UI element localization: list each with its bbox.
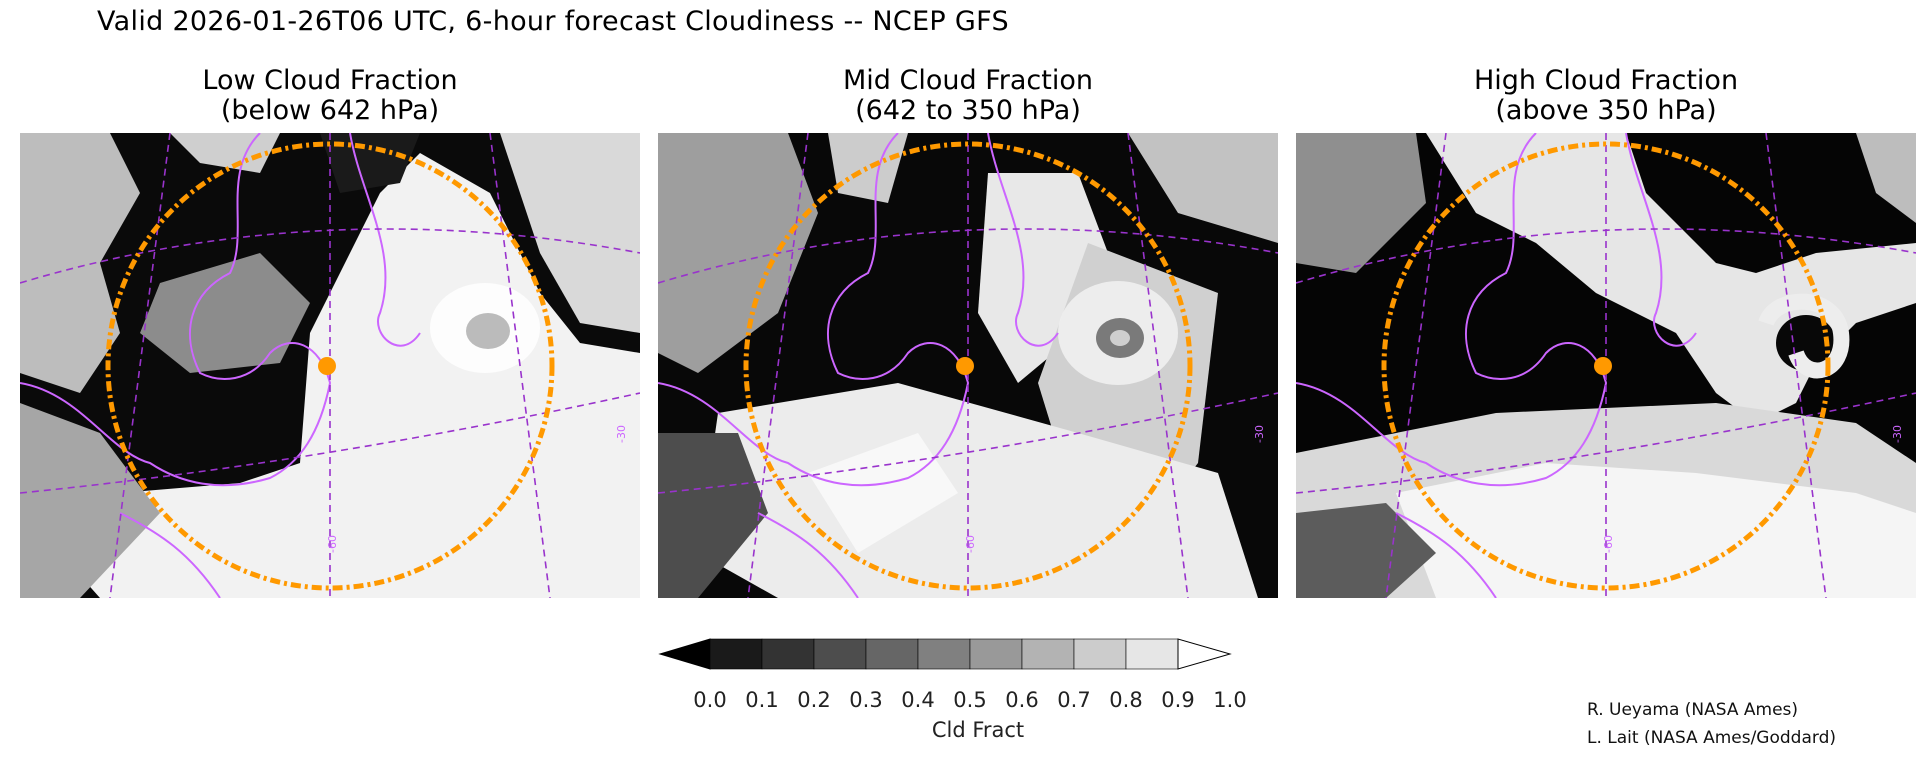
- cloud-map-high: -60 -30: [1296, 133, 1916, 598]
- grid-label: -30: [1891, 425, 1904, 443]
- colorbar-tick-label: 0.7: [1057, 688, 1091, 712]
- map-panel-high-cloud: -60 -30: [1296, 133, 1916, 598]
- grid-label: -60: [326, 535, 339, 553]
- panel-title-line2: (642 to 350 hPa): [855, 95, 1081, 126]
- cloud-map-low: -60 -30: [20, 133, 640, 598]
- map-panel-low-cloud: -60 -30: [20, 133, 640, 598]
- colorbar-arrow-high: [1177, 638, 1232, 670]
- site-marker: [318, 357, 336, 375]
- panel-title-line2: (below 642 hPa): [220, 95, 440, 126]
- colorbar-swatch: [969, 638, 1023, 670]
- colorbar-swatch: [1125, 638, 1179, 670]
- colorbar-tick-label: 0.2: [797, 688, 831, 712]
- grid-label: -30: [615, 425, 628, 443]
- colorbar-swatch: [813, 638, 867, 670]
- colorbar-swatch: [1021, 638, 1075, 670]
- colorbar-swatch: [709, 638, 763, 670]
- colorbar-unit-label: Cld Fract: [931, 718, 1025, 742]
- grid-label: -60: [964, 535, 977, 553]
- panel-title-line1: Low Cloud Fraction: [202, 65, 458, 96]
- panel-title-mid: Mid Cloud Fraction (642 to 350 hPa): [658, 66, 1278, 126]
- panel-title-low: Low Cloud Fraction (below 642 hPa): [20, 66, 640, 126]
- cloud-map-mid: -60 -30: [658, 133, 1278, 598]
- grid-label: -60: [1602, 535, 1615, 553]
- range-ring: [743, 141, 1193, 591]
- colorbar-tick-label: 0.4: [901, 688, 935, 712]
- colorbar-swatch: [1073, 638, 1127, 670]
- site-marker: [1594, 357, 1612, 375]
- colorbar-tick-label: 1.0: [1213, 688, 1247, 712]
- colorbar-tick-label: 0.8: [1109, 688, 1143, 712]
- colorbar-swatch: [917, 638, 971, 670]
- colorbar-tick-label: 0.1: [745, 688, 779, 712]
- colorbar-tick-label: 0.6: [1005, 688, 1039, 712]
- colorbar-tick-label: 0.0: [693, 688, 727, 712]
- panel-title-line1: Mid Cloud Fraction: [842, 65, 1093, 96]
- range-ring: [1381, 141, 1831, 591]
- colorbar-arrow-low: [658, 638, 711, 670]
- map-panel-mid-cloud: -60 -30: [658, 133, 1278, 598]
- grid-label: -30: [1253, 425, 1266, 443]
- credit-line: R. Ueyama (NASA Ames): [1587, 700, 1799, 720]
- credit-line: L. Lait (NASA Ames/Goddard): [1587, 728, 1836, 748]
- site-marker: [956, 357, 974, 375]
- colorbar: [658, 638, 1232, 670]
- colorbar-tick-label: 0.9: [1161, 688, 1195, 712]
- range-ring: [105, 141, 555, 591]
- colorbar-swatch: [865, 638, 919, 670]
- colorbar-tick-label: 0.5: [953, 688, 987, 712]
- panel-title-high: High Cloud Fraction (above 350 hPa): [1296, 66, 1916, 126]
- colorbar-swatch: [761, 638, 815, 670]
- colorbar-tick-label: 0.3: [849, 688, 883, 712]
- page-title: Valid 2026-01-26T06 UTC, 6-hour forecast…: [97, 6, 1009, 37]
- panel-title-line1: High Cloud Fraction: [1473, 65, 1739, 96]
- panel-title-line2: (above 350 hPa): [1495, 95, 1717, 126]
